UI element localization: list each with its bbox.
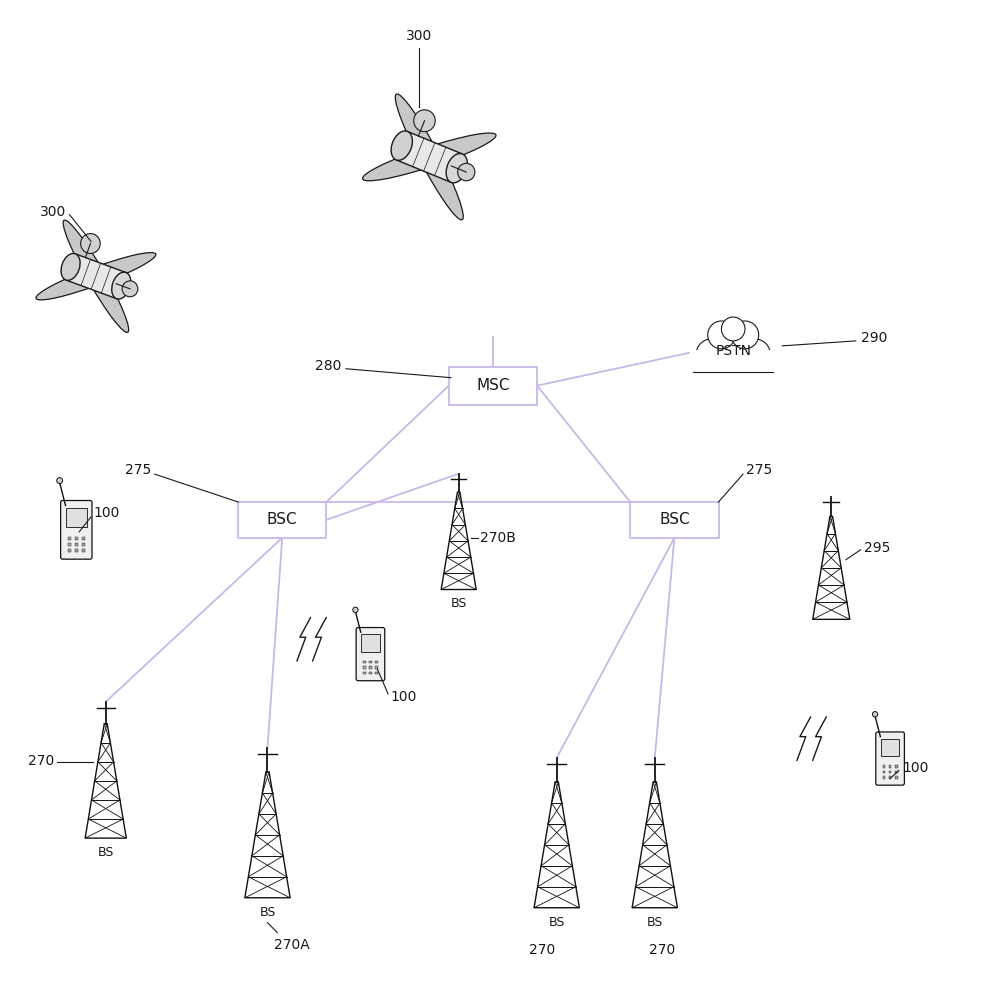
FancyBboxPatch shape bbox=[66, 508, 87, 527]
Text: BS: BS bbox=[98, 846, 114, 859]
Text: BS: BS bbox=[259, 906, 276, 919]
Ellipse shape bbox=[35, 253, 156, 300]
FancyBboxPatch shape bbox=[691, 350, 775, 372]
Text: 270A: 270A bbox=[274, 938, 310, 952]
Bar bbox=[75, 543, 78, 546]
Text: BSC: BSC bbox=[267, 512, 298, 527]
Bar bbox=[888, 771, 891, 773]
Text: BS: BS bbox=[451, 597, 467, 610]
Circle shape bbox=[714, 325, 753, 365]
Polygon shape bbox=[812, 516, 850, 619]
Bar bbox=[895, 776, 897, 779]
Ellipse shape bbox=[391, 131, 412, 160]
Bar bbox=[895, 771, 897, 773]
Circle shape bbox=[353, 607, 358, 613]
Text: PSTN: PSTN bbox=[715, 344, 751, 358]
Circle shape bbox=[732, 321, 758, 349]
Circle shape bbox=[740, 339, 770, 371]
Bar bbox=[895, 765, 897, 768]
FancyBboxPatch shape bbox=[876, 732, 904, 785]
Polygon shape bbox=[396, 131, 462, 182]
Text: 270B: 270B bbox=[480, 531, 516, 545]
Text: 280: 280 bbox=[315, 359, 341, 373]
FancyBboxPatch shape bbox=[238, 502, 326, 538]
Circle shape bbox=[458, 163, 475, 181]
Text: BS: BS bbox=[548, 916, 565, 929]
Text: 300: 300 bbox=[40, 205, 66, 219]
Circle shape bbox=[122, 281, 138, 297]
Bar bbox=[82, 537, 85, 540]
Bar bbox=[75, 537, 78, 540]
Circle shape bbox=[57, 478, 62, 484]
Bar bbox=[75, 549, 78, 552]
FancyBboxPatch shape bbox=[356, 628, 385, 681]
Ellipse shape bbox=[61, 253, 80, 280]
Text: 270: 270 bbox=[28, 754, 54, 768]
Text: MSC: MSC bbox=[476, 378, 510, 393]
Text: 275: 275 bbox=[746, 463, 772, 477]
FancyBboxPatch shape bbox=[449, 367, 537, 405]
Bar bbox=[376, 672, 378, 674]
Bar bbox=[363, 661, 366, 663]
Bar bbox=[888, 776, 891, 779]
Circle shape bbox=[708, 321, 736, 349]
Bar bbox=[363, 672, 366, 674]
Circle shape bbox=[81, 234, 101, 253]
Bar bbox=[369, 666, 372, 669]
Polygon shape bbox=[441, 492, 476, 589]
Ellipse shape bbox=[363, 133, 496, 181]
Circle shape bbox=[696, 339, 728, 371]
Ellipse shape bbox=[395, 94, 463, 220]
Text: 275: 275 bbox=[125, 463, 152, 477]
Ellipse shape bbox=[111, 272, 131, 299]
Polygon shape bbox=[85, 724, 126, 838]
Text: 100: 100 bbox=[93, 506, 119, 520]
FancyBboxPatch shape bbox=[630, 502, 719, 538]
Bar bbox=[82, 543, 85, 546]
Text: 100: 100 bbox=[390, 690, 416, 704]
Bar bbox=[376, 666, 378, 669]
FancyBboxPatch shape bbox=[880, 739, 899, 756]
Text: 295: 295 bbox=[864, 541, 890, 555]
Text: 270: 270 bbox=[528, 943, 555, 957]
Bar bbox=[882, 765, 885, 768]
Polygon shape bbox=[245, 772, 290, 898]
Polygon shape bbox=[66, 254, 126, 299]
FancyBboxPatch shape bbox=[361, 634, 380, 652]
Text: 290: 290 bbox=[861, 331, 887, 345]
Bar bbox=[363, 666, 366, 669]
Polygon shape bbox=[632, 782, 677, 908]
Bar bbox=[882, 771, 885, 773]
Circle shape bbox=[873, 712, 878, 717]
Bar bbox=[369, 672, 372, 674]
Bar bbox=[68, 549, 71, 552]
Bar bbox=[68, 537, 71, 540]
Text: BS: BS bbox=[647, 916, 663, 929]
Polygon shape bbox=[534, 782, 580, 908]
Bar bbox=[376, 661, 378, 663]
Bar bbox=[82, 549, 85, 552]
Ellipse shape bbox=[446, 154, 467, 183]
Bar bbox=[882, 776, 885, 779]
FancyBboxPatch shape bbox=[60, 500, 92, 559]
Circle shape bbox=[414, 110, 435, 132]
Bar bbox=[68, 543, 71, 546]
Text: 100: 100 bbox=[903, 762, 929, 776]
Circle shape bbox=[722, 317, 745, 341]
Text: 300: 300 bbox=[406, 29, 433, 43]
Text: BSC: BSC bbox=[659, 512, 689, 527]
Text: 270: 270 bbox=[650, 943, 675, 957]
Bar bbox=[888, 765, 891, 768]
Ellipse shape bbox=[63, 220, 129, 332]
Bar bbox=[369, 661, 372, 663]
